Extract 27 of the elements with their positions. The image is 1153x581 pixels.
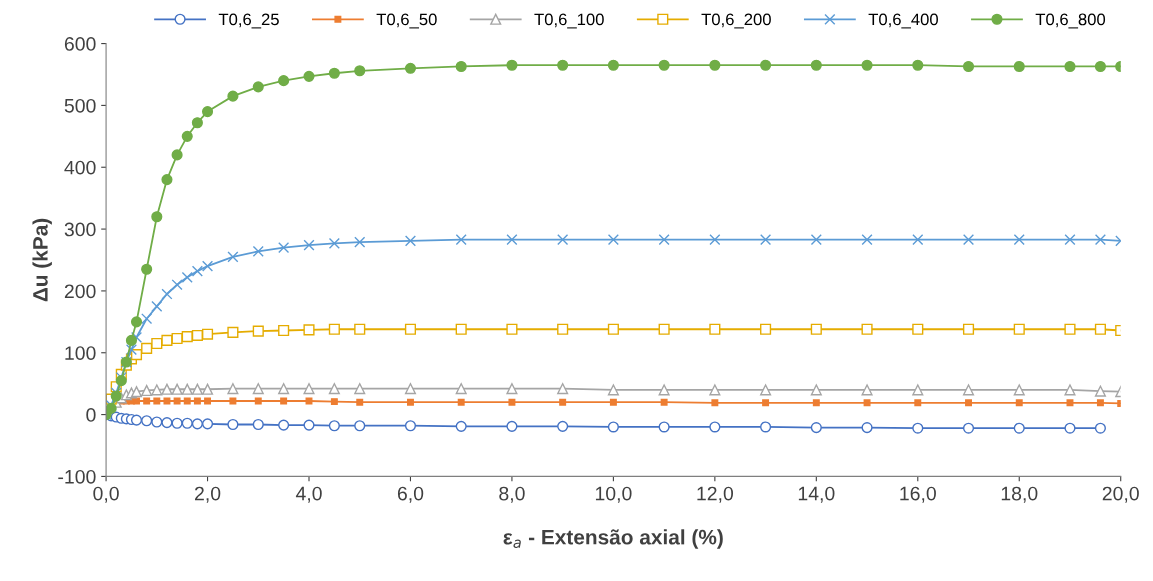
y-tick-label: 500 — [64, 98, 96, 113]
legend-label: T0,6_50 — [376, 13, 437, 29]
legend-label: T0,6_100 — [534, 13, 604, 29]
x-tick-label: 10,0 — [595, 486, 632, 503]
x-tick-label: 4,0 — [295, 486, 322, 503]
x-tick-label: 6,0 — [397, 486, 424, 503]
x-tick-label: 0,0 — [93, 486, 119, 503]
y-tick-label: -100 — [58, 469, 96, 484]
x-tick-label: 2,0 — [195, 486, 221, 503]
y-axis-title: Δu (kPa) — [32, 218, 52, 302]
x-tick-label: 18,0 — [1001, 486, 1038, 503]
legend-label: T0,6_200 — [701, 13, 771, 29]
y-tick-label: 400 — [64, 160, 96, 175]
x-tick-label: 16,0 — [900, 486, 936, 503]
x-tick-label: 14,0 — [798, 486, 835, 503]
x-tick-label: 20,0 — [1102, 486, 1139, 503]
x-tick-label: 8,0 — [499, 486, 525, 503]
legend-label: T0,6_25 — [218, 13, 279, 29]
y-tick-label: 100 — [65, 346, 96, 360]
y-tick-label: 0 — [86, 408, 96, 422]
x-tick-label: 12,0 — [697, 486, 734, 503]
y-tick-label: 300 — [64, 222, 96, 237]
y-tick-label: 600 — [64, 37, 96, 51]
legend-label: T0,6_400 — [868, 13, 938, 29]
y-tick-label: 200 — [64, 284, 96, 299]
legend-label: T0,6_800 — [1035, 13, 1106, 29]
x-axis-title: ε$_{a}$ - Extensão axial (%) — [503, 529, 723, 549]
